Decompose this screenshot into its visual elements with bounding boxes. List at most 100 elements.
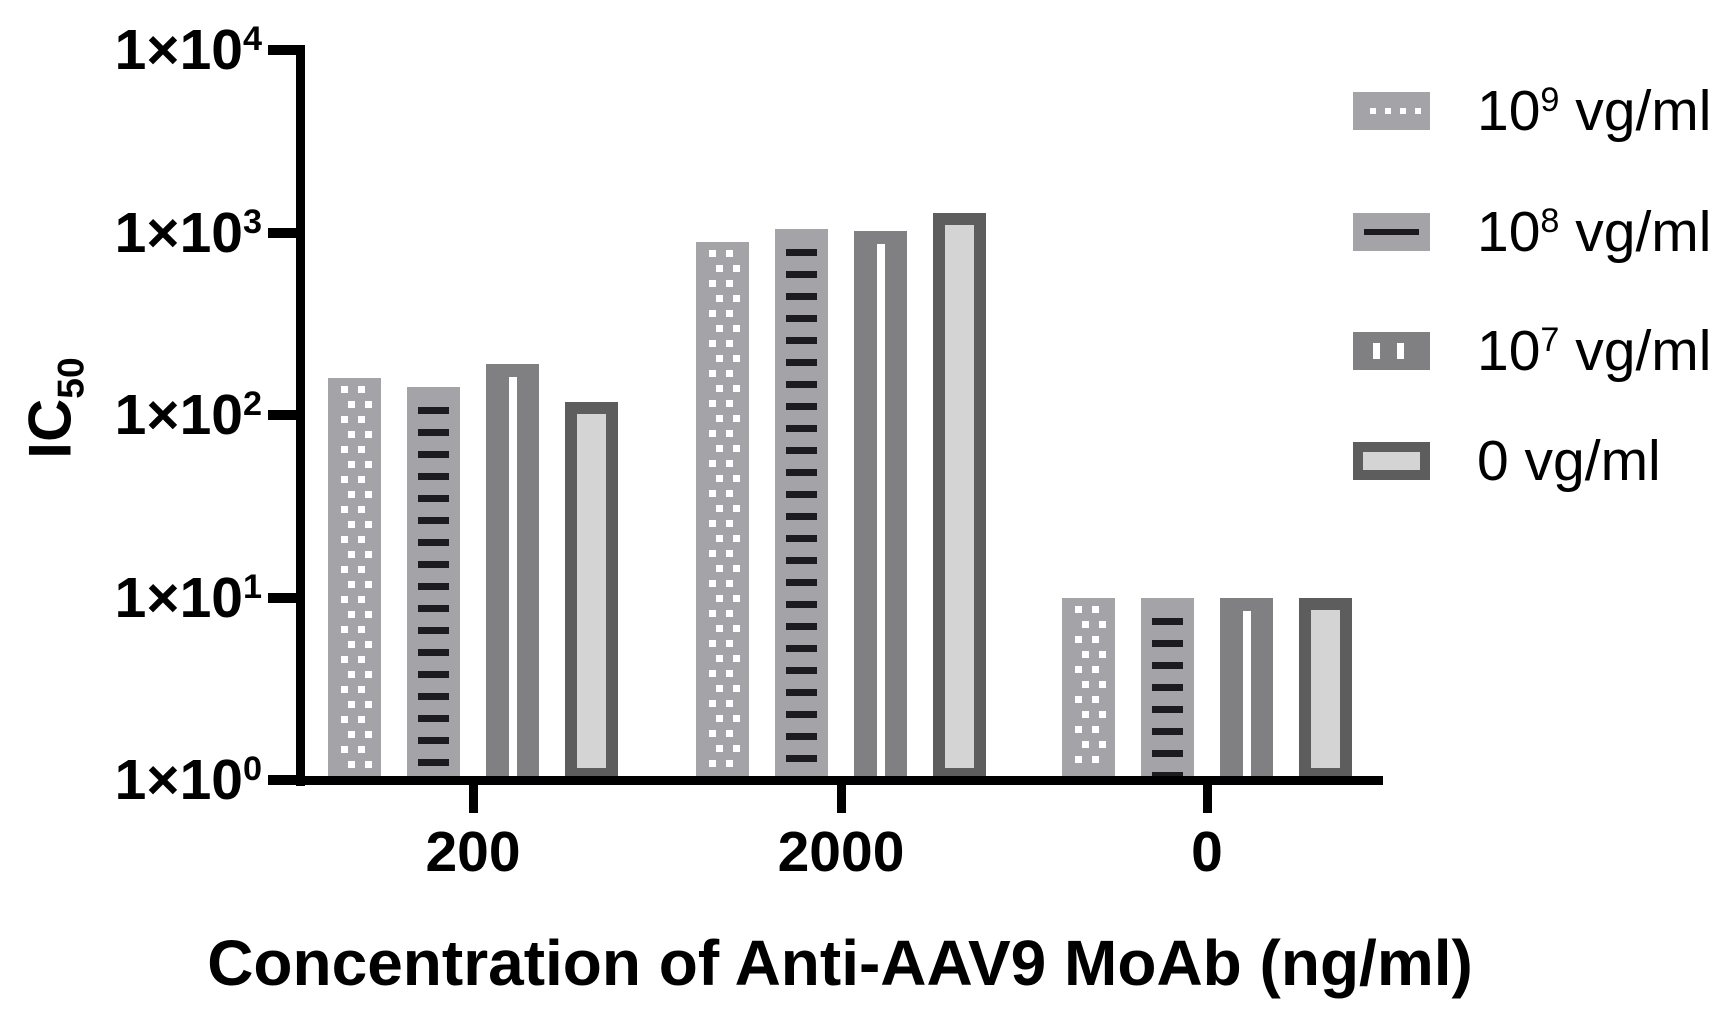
hline-pattern [1152,749,1183,757]
legend-base: 10 [1477,79,1541,143]
hline-pattern [786,271,817,279]
legend-suffix: vg/ml [1559,200,1712,264]
dot-pattern [1385,108,1391,114]
y-tick-label: 1×102 [0,381,262,457]
dot-pattern [341,625,348,633]
dot-pattern [365,490,372,498]
dot-pattern [341,655,348,663]
dot-pattern [716,624,723,632]
y-axis-line [296,45,305,786]
dot-pattern [358,745,365,753]
dot-pattern [726,699,733,707]
dot-pattern [733,654,740,662]
dot-pattern [716,654,723,662]
bar-series1-group3 [1062,597,1115,780]
dot-pattern [358,565,365,573]
hline-pattern [418,692,449,700]
dot-pattern [341,715,348,723]
hline-pattern [786,359,817,367]
dot-pattern [709,369,716,377]
hline-pattern [786,711,817,719]
bar-series2-group3 [1141,597,1194,780]
legend-suffix: vg/ml [1559,79,1712,143]
dot-pattern [341,475,348,483]
dot-pattern [341,445,348,453]
hline-pattern [786,337,817,345]
dot-pattern [1075,725,1082,733]
hline-pattern [786,623,817,631]
dot-pattern [716,414,723,422]
legend-suffix: vg/ml [1559,319,1712,383]
hline-pattern [418,472,449,480]
hline-pattern [418,516,449,524]
dot-pattern [733,594,740,602]
legend-label-series2: 108 vg/ml [1477,198,1711,266]
hline-pattern [786,667,817,675]
dot-pattern [709,249,716,257]
y-tick [268,227,300,238]
dot-pattern [726,609,733,617]
hline-pattern [786,425,817,433]
dot-pattern [358,475,365,483]
hline-pattern [418,758,449,766]
dot-pattern [709,609,716,617]
hline-pattern [1152,705,1183,713]
dot-pattern [716,744,723,752]
hline-pattern [786,469,817,477]
dot-pattern [733,744,740,752]
dot-pattern [365,640,372,648]
bar-series1-group2 [696,241,749,780]
legend-base: 0 [1477,429,1509,493]
bar-series1-group1 [328,377,381,780]
dot-pattern [726,459,733,467]
dot-pattern [716,684,723,692]
legend-swatch-series2 [1353,213,1430,251]
dot-pattern [1099,650,1106,658]
dot-pattern [716,534,723,542]
dot-pattern [365,610,372,618]
dot-pattern [1082,740,1089,748]
dot-pattern [716,324,723,332]
dot-pattern [1092,725,1099,733]
dot-pattern [726,639,733,647]
hline-pattern [1152,617,1183,625]
dot-pattern [733,354,740,362]
hline-pattern [418,406,449,414]
legend-swatch-series1 [1353,92,1430,130]
dot-pattern [1092,695,1099,703]
dot-pattern [733,324,740,332]
dot-pattern [726,399,733,407]
dot-pattern [709,339,716,347]
dot-pattern [733,294,740,302]
legend-label-series1: 109 vg/ml [1477,77,1711,145]
dot-pattern [726,249,733,257]
dot-pattern [365,520,372,528]
hline-pattern [786,513,817,521]
vstripe-pattern [1373,343,1380,359]
vstripe-pattern [509,377,517,780]
y-tick-label: 1×104 [0,16,262,92]
y-tick-exponent: 2 [242,385,262,424]
dot-pattern [341,505,348,513]
dot-pattern [348,520,355,528]
dot-pattern [709,489,716,497]
dot-pattern [709,639,716,647]
dot-pattern [716,294,723,302]
y-tick [268,410,300,420]
dot-pattern [348,670,355,678]
hline-pattern [1152,771,1183,779]
y-tick-mantissa: 1×10 [114,200,243,265]
bar-series3-group3 [1220,597,1273,780]
dot-pattern [733,474,740,482]
y-tick-label: 1×100 [0,746,262,822]
dot-pattern [733,534,740,542]
dot-pattern [358,505,365,513]
dot-pattern [1099,710,1106,718]
hline-pattern [1364,229,1419,235]
dot-pattern [1099,620,1106,628]
hline-pattern [786,315,817,323]
dot-pattern [1092,665,1099,673]
y-tick-label: 1×103 [0,199,262,275]
y-tick-label: 1×101 [0,564,262,640]
x-tick [1202,780,1212,813]
